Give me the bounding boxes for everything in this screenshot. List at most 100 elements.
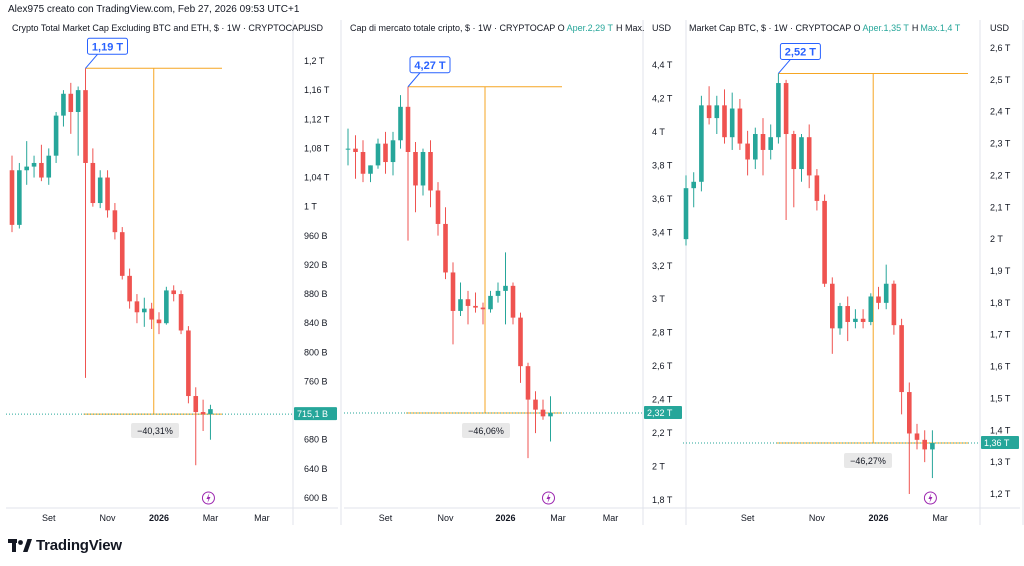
last-price-tag xyxy=(981,436,1019,450)
candle xyxy=(533,391,538,434)
candle xyxy=(540,399,546,420)
candle xyxy=(171,285,176,302)
y-tick-label: 680 B xyxy=(304,435,328,445)
candle xyxy=(53,111,59,163)
peak-label: 4,27 T xyxy=(414,60,445,72)
candle xyxy=(39,144,44,182)
candle xyxy=(97,170,103,209)
candle xyxy=(127,268,132,309)
y-tick-label: 1,12 T xyxy=(304,114,330,124)
candle xyxy=(142,297,147,327)
x-tick-label: Mar xyxy=(932,513,948,523)
y-tick-label: 1,3 T xyxy=(990,457,1011,467)
y-tick-label: 960 B xyxy=(304,231,328,241)
peak-label-pointer xyxy=(85,53,98,69)
candle xyxy=(398,95,403,149)
candle xyxy=(405,86,411,241)
y-tick-label: 600 B xyxy=(304,493,328,503)
y-tick-label: 2,6 T xyxy=(652,361,673,371)
candle xyxy=(31,155,37,178)
attribution-header: Alex975 creato con TradingView.com, Feb … xyxy=(8,4,300,15)
candle xyxy=(830,277,835,354)
currency-label: USD xyxy=(652,23,672,33)
peak-label-pointer xyxy=(778,59,791,74)
last-price-label: 1,36 T xyxy=(984,438,1010,448)
peak-label-pointer xyxy=(407,72,421,88)
lightning-icon[interactable] xyxy=(542,491,555,505)
candle xyxy=(907,382,912,494)
candle xyxy=(420,148,426,196)
candle xyxy=(83,68,88,378)
x-tick-label: Set xyxy=(42,513,56,523)
y-tick-label: 2,1 T xyxy=(990,202,1011,212)
candle xyxy=(480,302,486,325)
candle xyxy=(134,294,140,324)
lightning-icon[interactable] xyxy=(923,491,937,505)
candle xyxy=(353,135,358,179)
chart-panel-3: Market Cap BTC, $ · 1W · CRYPTOCAP O Aper… xyxy=(683,20,1024,525)
candle xyxy=(119,227,125,280)
change-label: −46,06% xyxy=(468,426,504,436)
candle xyxy=(61,90,66,127)
candle xyxy=(200,399,206,431)
candle xyxy=(760,118,766,176)
x-tick-label: Nov xyxy=(437,513,454,523)
y-tick-label: 4 T xyxy=(652,127,665,137)
change-label-box xyxy=(462,423,510,438)
y-tick-label: 1,04 T xyxy=(304,173,330,183)
x-tick-label: 2026 xyxy=(868,513,888,523)
candle xyxy=(691,172,696,208)
last-price-label: 715,1 B xyxy=(297,409,328,419)
candle xyxy=(518,312,523,383)
candle xyxy=(722,89,727,144)
candle xyxy=(473,292,478,313)
candle xyxy=(783,79,789,221)
chart-panel-2: Cap di mercato totale cripto, $ · 1W · C… xyxy=(344,20,687,525)
y-tick-label: 3,4 T xyxy=(652,227,673,237)
candle xyxy=(193,387,199,466)
candle xyxy=(930,430,935,479)
candle xyxy=(75,86,81,156)
change-label-box xyxy=(844,453,892,468)
candle xyxy=(776,73,781,144)
candle xyxy=(837,302,843,335)
candle xyxy=(699,95,704,192)
y-tick-label: 640 B xyxy=(304,464,328,474)
tradingview-wordmark: TradingView xyxy=(36,537,122,554)
change-label: −40,31% xyxy=(137,426,173,436)
y-tick-label: 1 T xyxy=(304,202,317,212)
x-tick-label: Mar xyxy=(603,513,619,523)
x-tick-label: Set xyxy=(741,513,755,523)
x-tick-label: 2026 xyxy=(149,513,169,523)
tradingview-logo-icon xyxy=(8,538,32,552)
candle xyxy=(706,86,712,125)
x-tick-label: 2026 xyxy=(495,513,515,523)
chart-title: Cap di mercato totale cripto, $ · 1W · C… xyxy=(350,23,644,33)
candle xyxy=(495,282,501,303)
candle xyxy=(868,293,874,326)
candle xyxy=(17,162,22,229)
y-tick-label: 760 B xyxy=(304,376,328,386)
candle xyxy=(799,134,804,182)
candle xyxy=(450,262,456,345)
candle xyxy=(822,194,827,287)
y-tick-label: 1,2 T xyxy=(990,489,1011,499)
candle xyxy=(899,318,904,415)
y-tick-label: 1,2 T xyxy=(304,56,325,66)
y-tick-label: 2,4 T xyxy=(652,395,673,405)
candle xyxy=(164,286,169,325)
y-tick-label: 920 B xyxy=(304,260,328,270)
peak-label: 1,19 T xyxy=(92,41,123,53)
candle xyxy=(791,130,797,208)
candle xyxy=(105,170,110,218)
y-tick-label: 3,8 T xyxy=(652,160,673,170)
candle xyxy=(876,286,881,310)
lightning-icon[interactable] xyxy=(201,491,215,505)
candle xyxy=(922,430,927,463)
last-price-tag xyxy=(294,407,337,421)
y-tick-label: 2,2 T xyxy=(652,428,673,438)
candle xyxy=(428,140,433,208)
candle xyxy=(368,165,373,183)
y-tick-label: 2,2 T xyxy=(990,170,1011,180)
